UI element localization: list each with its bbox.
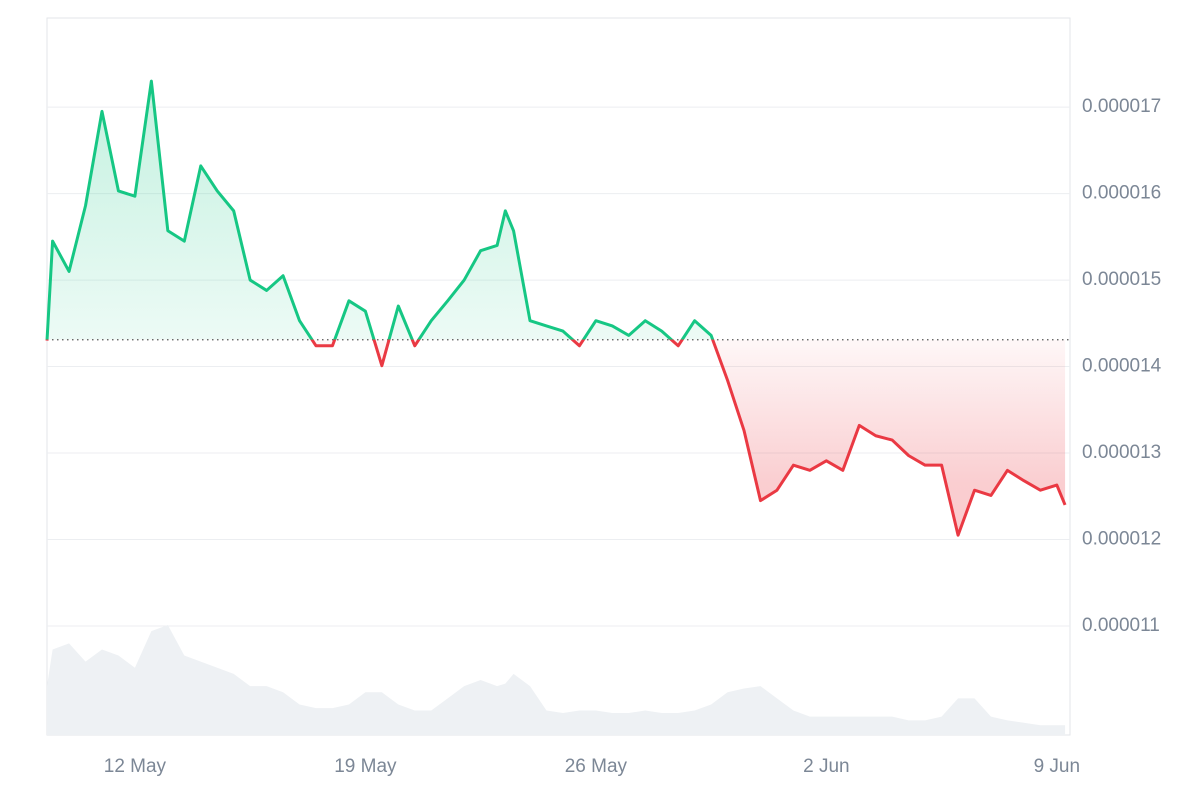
y-tick-label: 0.000011 — [1082, 615, 1160, 636]
y-tick-label: 0.000016 — [1082, 183, 1161, 204]
price-area — [47, 81, 1066, 536]
price-line — [45, 79, 1067, 537]
x-tick-label: 2 Jun — [803, 756, 849, 777]
x-tick-label: 19 May — [334, 756, 397, 777]
y-tick-label: 0.000013 — [1082, 442, 1161, 463]
y-tick-label: 0.000012 — [1082, 529, 1161, 550]
y-tick-label: 0.000015 — [1082, 269, 1161, 290]
volume-area — [47, 625, 1066, 735]
y-tick-label: 0.000014 — [1082, 356, 1162, 377]
x-tick-label: 26 May — [565, 756, 628, 777]
x-tick-label: 9 Jun — [1034, 756, 1080, 777]
y-tick-label: 0.000017 — [1082, 96, 1161, 117]
x-tick-label: 12 May — [104, 756, 167, 777]
